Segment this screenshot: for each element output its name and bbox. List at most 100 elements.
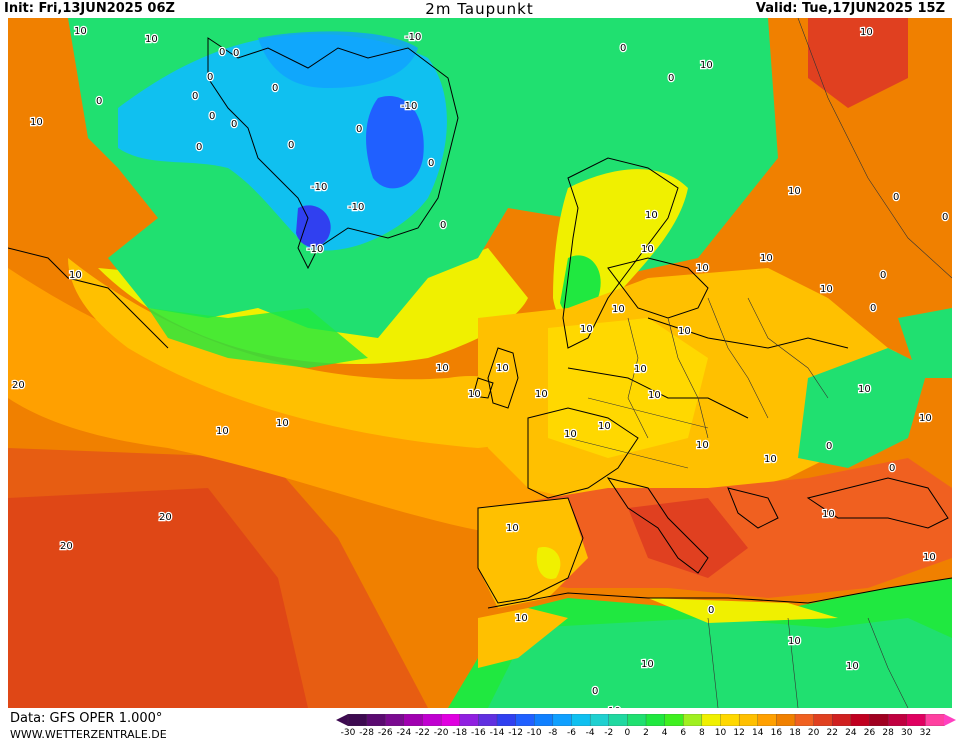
isoline-label: 0 [826,441,832,452]
isoline-label: 10 [788,636,801,647]
isoline-label: 10 [564,429,577,440]
region-sahara [488,618,952,708]
legend-tick-label: 6 [680,728,687,738]
isoline-label: 10 [468,389,481,400]
isoline-label: 0 [880,270,886,281]
legend-swatch [832,714,852,726]
region-central-europe [548,318,708,458]
legend-tick-label: 18 [789,728,801,738]
isoline-label: 10 [919,413,932,424]
isoline-label: 0 [96,96,102,107]
isoline-label: 10 [700,60,713,71]
legend-tick-label: 32 [919,728,932,738]
legend-tick-label: 10 [714,728,727,738]
isoline-label: 0 [272,83,278,94]
legend-swatch [887,714,908,726]
region-greenland-core [366,96,424,189]
legend-left-arrow [336,714,348,726]
legend-swatch [776,714,796,726]
isoline-label: 10 [506,523,519,534]
legend-tick-label: 30 [901,728,913,738]
legend-swatch [478,714,498,726]
legend-swatch [720,714,740,726]
isoline-label: -10 [307,244,323,255]
isoline-label: 10 [923,552,936,563]
legend-swatch [385,714,405,726]
region-greenland-ice [118,34,447,251]
region-russia [768,18,952,378]
region-warm-southwest [8,448,428,708]
legend-swatch [683,714,703,726]
isoline-label: 10 [696,440,709,451]
isoline-label: 10 [788,186,801,197]
legend-tick-label: 26 [863,728,876,738]
legend-tick-label: 4 [661,728,668,738]
legend-swatch [496,714,517,726]
isoline-label: 0 [668,73,674,84]
legend-swatch [869,714,889,726]
isoline-label: 0 [192,91,198,102]
legend-tick-label: -20 [433,728,449,738]
legend-swatch [627,714,647,726]
valid-time: Valid: Tue,17JUN2025 15Z [755,1,945,16]
legend-tick-label: 24 [845,728,857,738]
legend-tick-label: 20 [807,728,820,738]
legend-swatch [813,714,833,726]
region-iberia [478,498,588,608]
isoline-label: 10 [764,454,777,465]
isoline-label: 10 [678,326,691,337]
legend-right-arrow [944,714,956,726]
legend-swatch [608,714,629,726]
color-legend-bar [336,714,956,726]
isoline-label: 10 [696,263,709,274]
isoline-label: 10 [820,284,833,295]
isoline-label: -10 [405,32,421,43]
isoline-label: 0 [440,220,446,231]
legend-tick-label: 8 [699,728,705,738]
legend-swatch [347,714,368,726]
isoline-label: 20 [60,541,73,552]
legend-tick-label: -24 [396,728,412,738]
isoline-label: 10 [760,253,773,264]
legend-tick-label: -30 [340,728,356,738]
isoline-label: 10 [860,27,873,38]
legend-tick-label: 16 [770,728,783,738]
legend-tick-label: -14 [489,728,505,738]
legend-tick-label: -10 [526,728,542,738]
region-libya-coast [648,598,838,623]
isoline-label: 10 [145,34,158,45]
isoline-label: -10 [401,101,417,112]
region-caspian [898,308,952,378]
isoline-label: 10 [216,426,229,437]
region-atlantic-yellow [68,258,568,448]
legend-swatch [794,714,815,726]
color-legend-ticks: -30 -28 -26 -24 -22 -20 -18 -16 -14 -12 -10 -8 -6 -4-… [336,728,956,740]
isoline-label: 10 [496,363,509,374]
isoline-label: 10 [30,117,43,128]
legend-swatch [440,714,461,726]
isoline-label: 20 [159,512,172,523]
isoline-label: 10 [515,613,528,624]
isoline-label: 10 [858,384,871,395]
isoline-label: 0 [233,48,239,59]
legend-swatch [645,714,666,726]
isoline-label: 0 [428,158,434,169]
isoline-label: 10 [436,363,449,374]
isoline-label: 0 [889,463,895,474]
legend-swatch [757,714,778,726]
isoline-label: 10 [846,661,859,672]
legend-swatch [664,714,684,726]
data-source: Data: GFS OPER 1.000° [10,711,163,726]
legend-swatch [571,714,591,726]
legend-tick-label: -28 [359,728,374,738]
region-greenland-north [258,31,418,88]
legend-tick-label: -26 [377,728,393,738]
isoline-label: -10 [348,202,364,213]
legend-tick-label: -16 [471,728,486,738]
init-time: Init: Fri,13JUN2025 06Z [4,1,175,16]
map-title: 2m Taupunkt [425,0,534,18]
legend-swatch [515,714,535,726]
isoline-label: 0 [870,303,876,314]
